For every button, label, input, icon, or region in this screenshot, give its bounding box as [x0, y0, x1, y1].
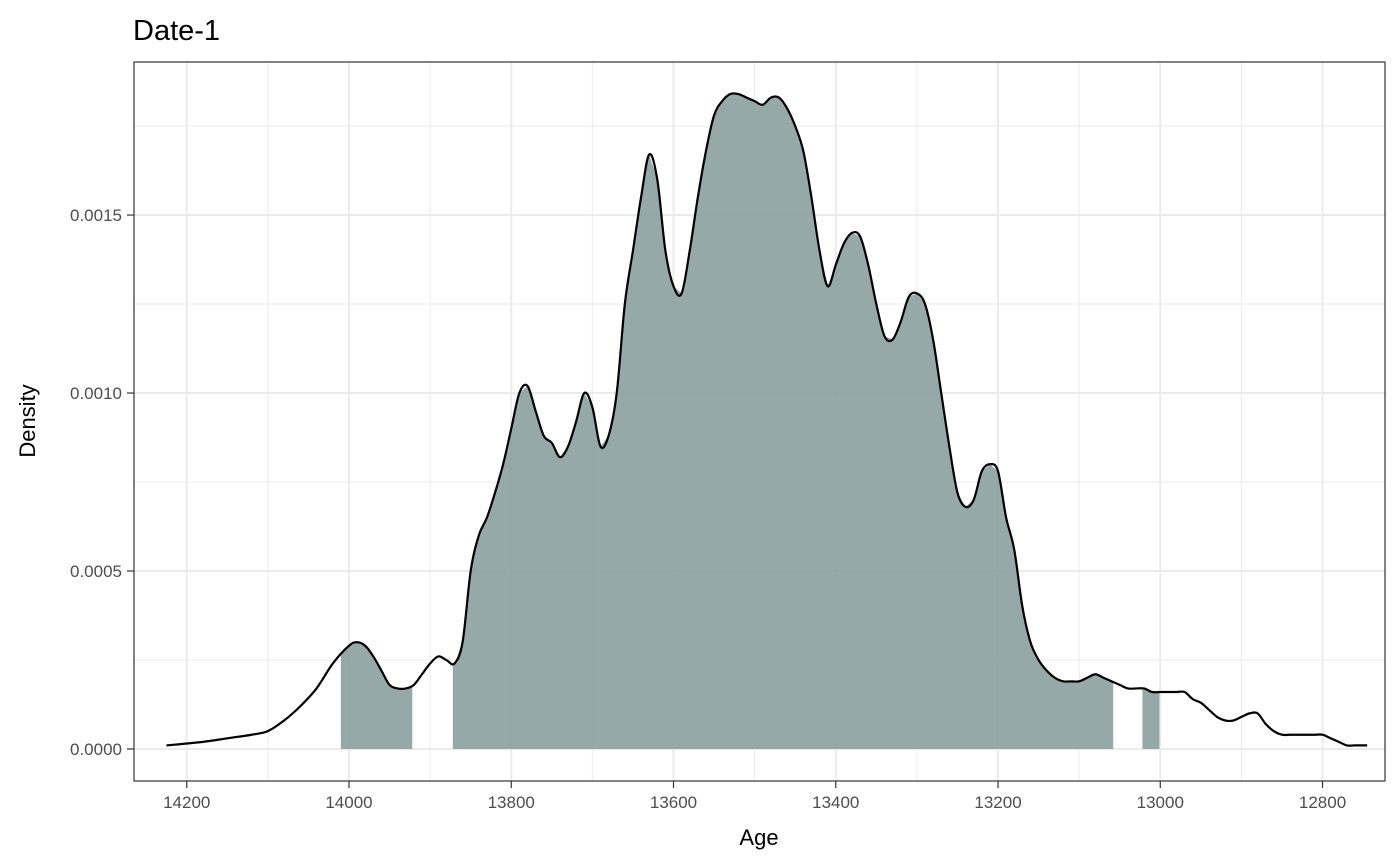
hpd-region-0: [340, 642, 413, 749]
hpd-region-1: [452, 94, 1114, 749]
x-tick-label-7: 12800: [1299, 793, 1346, 812]
x-tick-label-5: 13200: [974, 793, 1021, 812]
x-tick-label-0: 14200: [163, 793, 210, 812]
density-curve: [166, 92, 1368, 747]
x-axis-ticks: 14200 14000 13800 13600 13400 13200 13000 12800: [163, 781, 1346, 812]
hpd-region-fills: [340, 94, 1160, 749]
x-tick-label-4: 13400: [812, 793, 859, 812]
chart-title: Date-1: [133, 15, 220, 47]
x-tick-label-1: 14000: [325, 793, 372, 812]
x-tick-label-3: 13600: [650, 793, 697, 812]
hpd-region-2: [1142, 688, 1160, 749]
x-axis-title: Age: [739, 825, 778, 850]
y-tick-label-2: 0.0010: [70, 384, 122, 403]
panel-border: [133, 61, 1386, 782]
y-tick-label-3: 0.0015: [70, 206, 122, 225]
x-tick-label-2: 13800: [488, 793, 535, 812]
y-axis-ticks: 0.0000 0.0005 0.0010 0.0015: [70, 206, 134, 759]
y-tick-label-1: 0.0005: [70, 562, 122, 581]
y-tick-label-0: 0.0000: [70, 740, 122, 759]
y-axis-title: Density: [15, 384, 40, 457]
x-tick-label-6: 13000: [1137, 793, 1184, 812]
